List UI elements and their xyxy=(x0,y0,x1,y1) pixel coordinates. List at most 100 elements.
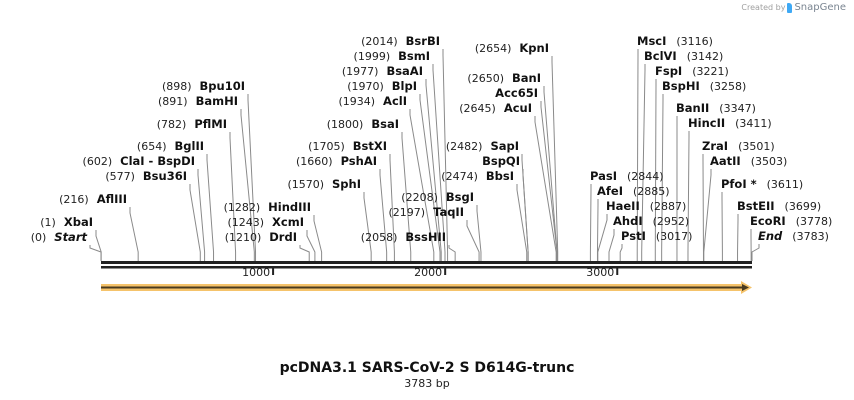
site-leader-line xyxy=(751,244,760,261)
site-name[interactable]: AclI xyxy=(383,94,407,108)
restriction-site-sphi[interactable]: SphI (1570) xyxy=(287,177,361,191)
restriction-site-pflmi[interactable]: PflMI (782) xyxy=(157,117,227,131)
site-name[interactable]: MscI xyxy=(637,34,666,48)
restriction-site-psti[interactable]: PstI (3017) xyxy=(621,229,692,243)
site-name[interactable]: AfeI xyxy=(597,184,623,198)
site-name[interactable]: BanII xyxy=(676,101,709,115)
feature-arrow[interactable] xyxy=(101,281,752,294)
site-name[interactable]: BsrBI xyxy=(406,34,440,48)
site-name[interactable]: BsmI xyxy=(398,49,430,63)
site-position: (2474) xyxy=(441,170,478,183)
restriction-site-msci[interactable]: MscI (3116) xyxy=(637,34,713,48)
site-name[interactable]: PshAI xyxy=(341,154,377,168)
restriction-site-bani[interactable]: BanI (2650) xyxy=(467,71,541,85)
restriction-site-bsrbi[interactable]: BsrBI (2014) xyxy=(361,34,440,48)
site-name[interactable]: BanI xyxy=(512,71,541,85)
site-name[interactable]: BstEII xyxy=(737,199,775,213)
restriction-site-aatii[interactable]: AatII (3503) xyxy=(710,154,787,168)
restriction-site-bclvi[interactable]: BclVI (3142) xyxy=(644,49,723,63)
site-name[interactable]: End xyxy=(758,229,783,243)
restriction-site-pfoi[interactable]: PfoI * (3611) xyxy=(721,177,803,191)
site-name[interactable]: BbsI xyxy=(486,169,514,183)
restriction-site-start[interactable]: Start (0) xyxy=(31,230,88,244)
site-name[interactable]: FspI xyxy=(655,64,682,78)
site-name[interactable]: BssHII xyxy=(405,230,446,244)
site-name[interactable]: AflIII xyxy=(97,192,127,206)
restriction-site-clai-bspdi[interactable]: ClaI - BspDI (602) xyxy=(83,154,195,168)
restriction-site-ahdi[interactable]: AhdI (2952) xyxy=(613,214,689,228)
site-name[interactable]: SphI xyxy=(332,177,361,191)
restriction-site-bstxi[interactable]: BstXI (1705) xyxy=(308,139,387,153)
site-name[interactable]: Bsu36I xyxy=(143,169,187,183)
restriction-site-ecori[interactable]: EcoRI (3778) xyxy=(750,214,832,228)
restriction-site-bsphi[interactable]: BspHI (3258) xyxy=(662,79,746,93)
restriction-site-bbsi[interactable]: BbsI (2474) xyxy=(441,169,514,183)
restriction-site-afliii[interactable]: AflIII (216) xyxy=(59,192,127,206)
site-name[interactable]: Acc65I xyxy=(495,86,538,100)
site-name[interactable]: BstXI xyxy=(353,139,387,153)
site-name[interactable]: PflMI xyxy=(194,117,227,131)
restriction-site-end[interactable]: End (3783) xyxy=(758,229,829,243)
site-name[interactable]: BamHI xyxy=(196,94,238,108)
restriction-site-banii[interactable]: BanII (3347) xyxy=(676,101,756,115)
restriction-site-acui[interactable]: AcuI (2645) xyxy=(459,101,532,115)
site-name[interactable]: HaeII xyxy=(606,199,640,213)
site-name[interactable]: BclVI xyxy=(644,49,677,63)
site-name[interactable]: ClaI - BspDI xyxy=(120,154,195,168)
site-name[interactable]: Start xyxy=(54,230,87,244)
restriction-site-xcmi[interactable]: XcmI (1243) xyxy=(227,215,304,229)
restriction-site-bglii[interactable]: BglII (654) xyxy=(137,139,204,153)
restriction-site-acc65i[interactable]: Acc65I xyxy=(495,86,538,100)
site-name[interactable]: BspHI xyxy=(662,79,700,93)
site-name[interactable]: BsgI xyxy=(446,190,474,204)
site-name[interactable]: BsaI xyxy=(371,117,399,131)
site-name[interactable]: PfoI * xyxy=(721,177,757,191)
restriction-site-xbai[interactable]: XbaI (1) xyxy=(40,215,93,229)
restriction-site-bspqi[interactable]: BspQI xyxy=(482,154,520,168)
site-name[interactable]: ZraI xyxy=(702,139,728,153)
site-name[interactable]: AhdI xyxy=(613,214,643,228)
site-name[interactable]: PstI xyxy=(621,229,646,243)
site-name[interactable]: AatII xyxy=(710,154,741,168)
site-name[interactable]: XbaI xyxy=(64,215,93,229)
site-name[interactable]: BlpI xyxy=(392,79,417,93)
site-name[interactable]: Bpu10I xyxy=(200,79,245,93)
restriction-site-bsu36i[interactable]: Bsu36I (577) xyxy=(105,169,187,183)
site-name[interactable]: BspQI xyxy=(482,154,520,168)
site-name[interactable]: TaqII xyxy=(433,205,464,219)
site-name[interactable]: HincII xyxy=(688,116,725,130)
restriction-site-bsshii[interactable]: BssHII (2058) xyxy=(361,230,446,244)
restriction-site-hindiii[interactable]: HindIII (1282) xyxy=(224,200,311,214)
restriction-site-bpu10i[interactable]: Bpu10I (898) xyxy=(162,79,245,93)
restriction-site-bsai[interactable]: BsaI (1800) xyxy=(327,117,399,131)
restriction-site-bsgi[interactable]: BsgI (2208) xyxy=(401,190,474,204)
restriction-site-bsmi[interactable]: BsmI (1999) xyxy=(354,49,430,63)
restriction-site-kpni[interactable]: KpnI (2654) xyxy=(475,41,549,55)
restriction-site-blpi[interactable]: BlpI (1970) xyxy=(347,79,417,93)
restriction-site-sapi[interactable]: SapI (2482) xyxy=(446,139,519,153)
site-name[interactable]: BsaAI xyxy=(386,64,423,78)
restriction-site-fspi[interactable]: FspI (3221) xyxy=(655,64,729,78)
restriction-site-bsaai[interactable]: BsaAI (1977) xyxy=(342,64,423,78)
site-name[interactable]: DrdI xyxy=(269,230,297,244)
restriction-site-hincii[interactable]: HincII (3411) xyxy=(688,116,772,130)
restriction-site-haeii[interactable]: HaeII (2887) xyxy=(606,199,686,213)
site-name[interactable]: PasI xyxy=(590,169,617,183)
site-name[interactable]: AcuI xyxy=(504,101,532,115)
restriction-site-acli[interactable]: AclI (1934) xyxy=(338,94,407,108)
restriction-site-drdi[interactable]: DrdI (1210) xyxy=(225,230,297,244)
site-leader-line xyxy=(409,109,435,261)
restriction-site-pshai[interactable]: PshAI (1660) xyxy=(296,154,377,168)
site-name[interactable]: EcoRI xyxy=(750,214,786,228)
restriction-site-afei[interactable]: AfeI (2885) xyxy=(597,184,670,198)
site-name[interactable]: SapI xyxy=(490,139,519,153)
site-name[interactable]: HindIII xyxy=(268,200,311,214)
restriction-site-taqii[interactable]: TaqII (2197) xyxy=(389,205,465,219)
restriction-site-pasi[interactable]: PasI (2844) xyxy=(590,169,664,183)
site-name[interactable]: BglII xyxy=(175,139,205,153)
site-name[interactable]: KpnI xyxy=(519,41,549,55)
restriction-site-zrai[interactable]: ZraI (3501) xyxy=(702,139,775,153)
site-name[interactable]: XcmI xyxy=(272,215,304,229)
restriction-site-bsteii[interactable]: BstEII (3699) xyxy=(737,199,821,213)
restriction-site-bamhi[interactable]: BamHI (891) xyxy=(158,94,238,108)
